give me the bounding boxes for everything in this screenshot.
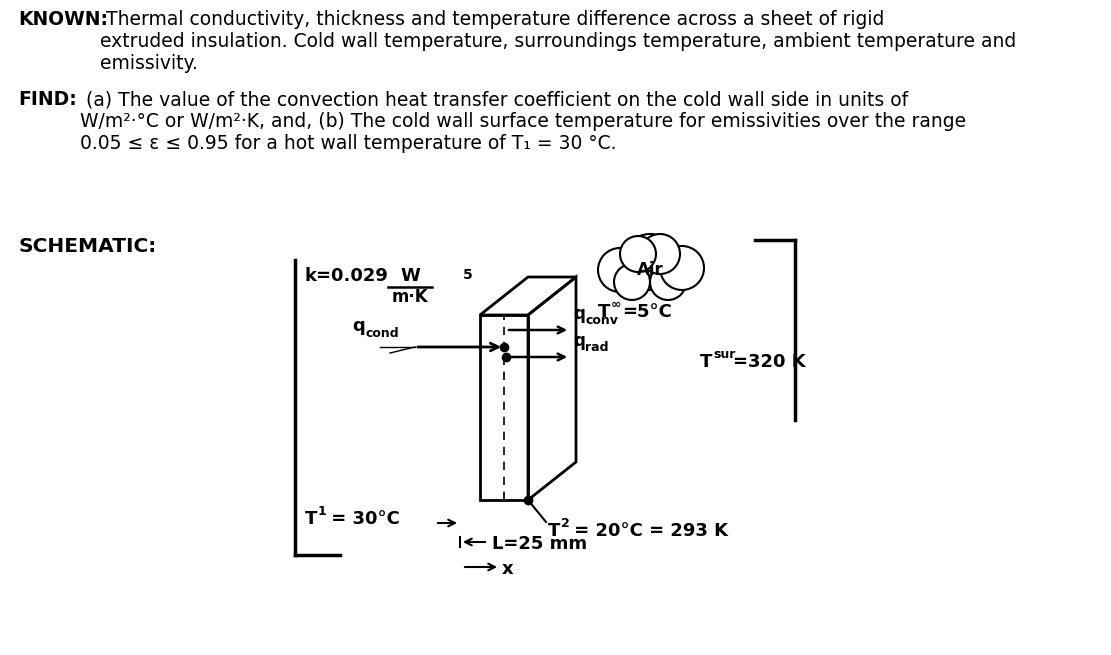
Text: T: T xyxy=(548,522,560,540)
Text: ∞: ∞ xyxy=(611,298,621,311)
Text: conv: conv xyxy=(585,314,618,327)
Text: T: T xyxy=(598,303,610,321)
Circle shape xyxy=(620,236,655,272)
Circle shape xyxy=(622,234,678,290)
Circle shape xyxy=(614,264,650,300)
Text: (a) The value of the convection heat transfer coefficient on the cold wall side : (a) The value of the convection heat tra… xyxy=(80,90,967,153)
Text: x: x xyxy=(502,560,513,578)
Text: q: q xyxy=(352,317,364,335)
Text: L=25 mm: L=25 mm xyxy=(492,535,587,553)
Text: q: q xyxy=(573,332,584,350)
Text: T: T xyxy=(700,353,712,371)
Text: Air: Air xyxy=(637,261,663,279)
Text: = 30°C: = 30°C xyxy=(326,510,400,528)
Text: W: W xyxy=(400,267,420,285)
Text: cond: cond xyxy=(366,327,400,340)
Text: SCHEMATIC:: SCHEMATIC: xyxy=(18,237,157,256)
Circle shape xyxy=(650,264,685,300)
Text: rad: rad xyxy=(585,341,609,354)
Text: 1: 1 xyxy=(318,505,327,518)
Text: 5: 5 xyxy=(463,268,473,282)
Text: m·K: m·K xyxy=(392,288,429,306)
Text: q: q xyxy=(573,305,584,323)
Text: =320 K: =320 K xyxy=(733,353,805,371)
Circle shape xyxy=(660,246,704,290)
Text: sur: sur xyxy=(713,348,735,361)
Text: T: T xyxy=(306,510,318,528)
Text: k=0.029: k=0.029 xyxy=(306,267,389,285)
Text: =5°C: =5°C xyxy=(622,303,672,321)
Text: KNOWN:: KNOWN: xyxy=(18,10,108,29)
Circle shape xyxy=(640,234,680,274)
Text: FIND:: FIND: xyxy=(18,90,77,109)
Text: 2: 2 xyxy=(561,517,570,530)
Text: Thermal conductivity, thickness and temperature difference across a sheet of rig: Thermal conductivity, thickness and temp… xyxy=(100,10,1017,73)
Circle shape xyxy=(598,248,642,292)
Text: = 20°C = 293 K: = 20°C = 293 K xyxy=(568,522,728,540)
